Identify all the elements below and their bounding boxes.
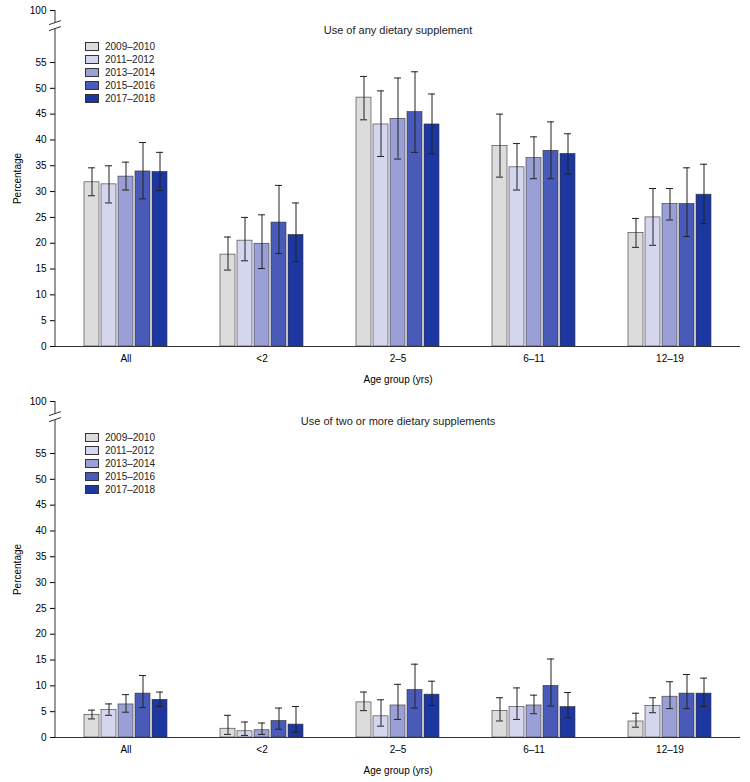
svg-text:55: 55 [35,57,47,68]
svg-text:15: 15 [35,263,47,274]
svg-text:Percentage: Percentage [12,543,23,595]
svg-text:35: 35 [35,551,47,562]
svg-text:50: 50 [35,474,47,485]
html-text:2017–2018: 2017–2018 [105,93,156,104]
svg-text:All: All [120,744,131,755]
svg-text:6–11: 6–11 [523,353,545,364]
svg-text:25: 25 [35,212,47,223]
svg-text:40: 40 [35,134,47,145]
html-text:2013–2014: 2013–2014 [105,67,156,78]
svg-text:35: 35 [35,160,47,171]
svg-text:55: 55 [35,448,47,459]
svg-text:50: 50 [35,83,47,94]
svg-text:5: 5 [41,706,47,717]
svg-text:Age group (yrs): Age group (yrs) [364,765,433,776]
svg-text:0: 0 [41,341,47,352]
svg-text:100: 100 [30,396,47,407]
svg-text:20: 20 [35,628,47,639]
svg-text:5: 5 [41,315,47,326]
svg-text:Percentage: Percentage [12,152,23,204]
svg-text:10: 10 [35,289,47,300]
svg-text:30: 30 [35,186,47,197]
svg-text:0: 0 [41,732,47,743]
svg-text:2–5: 2–5 [390,744,407,755]
html-text:2013–2014: 2013–2014 [105,458,156,469]
svg-text:12–19: 12–19 [656,744,684,755]
svg-text:Use of any dietary supplement: Use of any dietary supplement [324,24,473,36]
html-text:2009–2010: 2009–2010 [105,41,156,52]
svg-text:12–19: 12–19 [656,353,684,364]
html-text:2011–2012: 2011–2012 [105,445,155,456]
svg-text:Use of two or more dietary sup: Use of two or more dietary supplements [301,415,496,427]
svg-text:45: 45 [35,499,47,510]
svg-text:2–5: 2–5 [390,353,407,364]
html-text:2015–2016: 2015–2016 [105,471,156,482]
svg-text:<2: <2 [256,744,268,755]
svg-text:40: 40 [35,525,47,536]
svg-text:45: 45 [35,108,47,119]
html-text:2015–2016: 2015–2016 [105,80,156,91]
svg-text:100: 100 [30,5,47,16]
svg-text:Age group (yrs): Age group (yrs) [364,374,433,385]
svg-text:25: 25 [35,603,47,614]
svg-text:20: 20 [35,237,47,248]
svg-text:15: 15 [35,654,47,665]
svg-text:<2: <2 [256,353,268,364]
html-text:2009–2010: 2009–2010 [105,432,156,443]
html-text:2011–2012: 2011–2012 [105,54,155,65]
svg-text:6–11: 6–11 [523,744,545,755]
svg-text:All: All [120,353,131,364]
svg-text:30: 30 [35,577,47,588]
html-text:2017–2018: 2017–2018 [105,484,156,495]
svg-text:10: 10 [35,680,47,691]
